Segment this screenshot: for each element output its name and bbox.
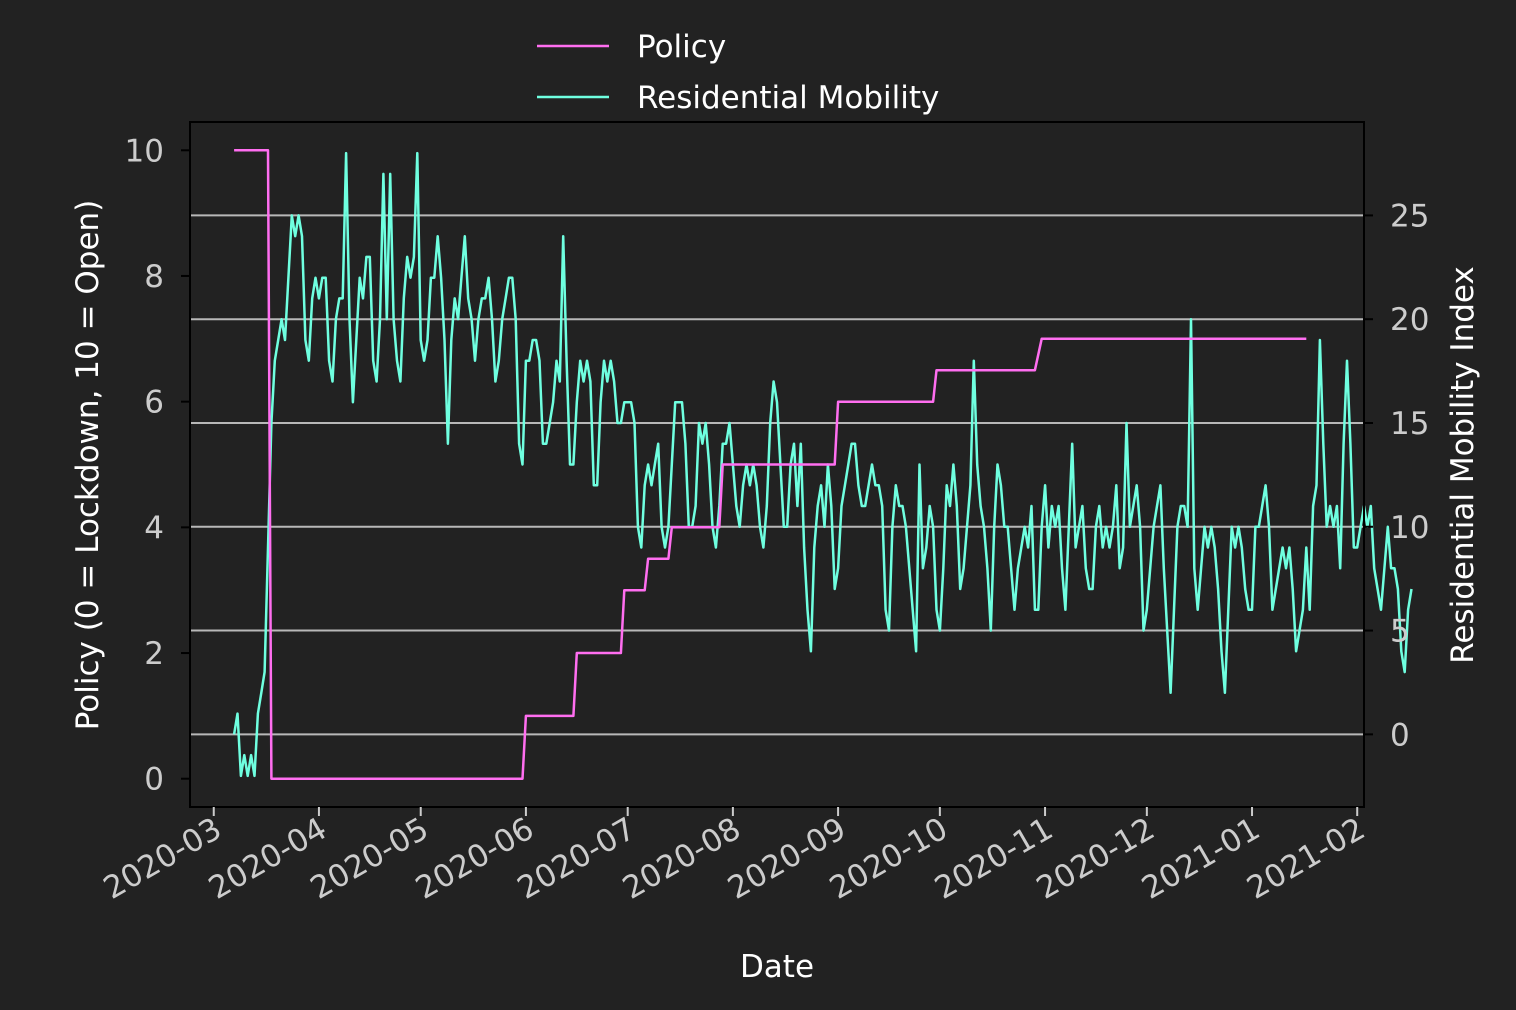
left-axis: 0 2 4 6 8 10 <box>125 133 190 798</box>
right-axis-label: Residential Mobility Index <box>1445 266 1481 664</box>
right-tick-label: 0 <box>1390 717 1410 753</box>
left-tick-label: 10 <box>125 133 164 169</box>
left-tick-label: 6 <box>144 385 164 421</box>
legend: Policy Residential Mobility <box>537 29 939 116</box>
series-line-policy <box>234 149 1307 780</box>
series-line-residential-mobility <box>232 151 1413 778</box>
right-tick-label: 20 <box>1390 302 1429 338</box>
left-tick-label: 8 <box>144 259 164 295</box>
right-tick-label: 10 <box>1390 510 1429 546</box>
x-axis-label: Date <box>740 949 814 985</box>
left-tick-label: 2 <box>144 636 164 672</box>
legend-label-policy: Policy <box>637 29 726 65</box>
right-tick-label: 15 <box>1390 406 1429 442</box>
left-axis-label: Policy (0 = Lockdown, 10 = Open) <box>70 200 106 731</box>
legend-label-mobility: Residential Mobility <box>637 80 939 116</box>
plot-frame <box>189 121 1365 808</box>
series-lines <box>232 149 1413 780</box>
right-axis: 0 5 10 15 20 25 <box>1364 198 1429 753</box>
right-tick-label: 5 <box>1390 614 1410 650</box>
left-tick-label: 4 <box>144 510 164 546</box>
right-tick-label: 25 <box>1390 198 1429 234</box>
left-tick-label: 0 <box>144 762 164 798</box>
